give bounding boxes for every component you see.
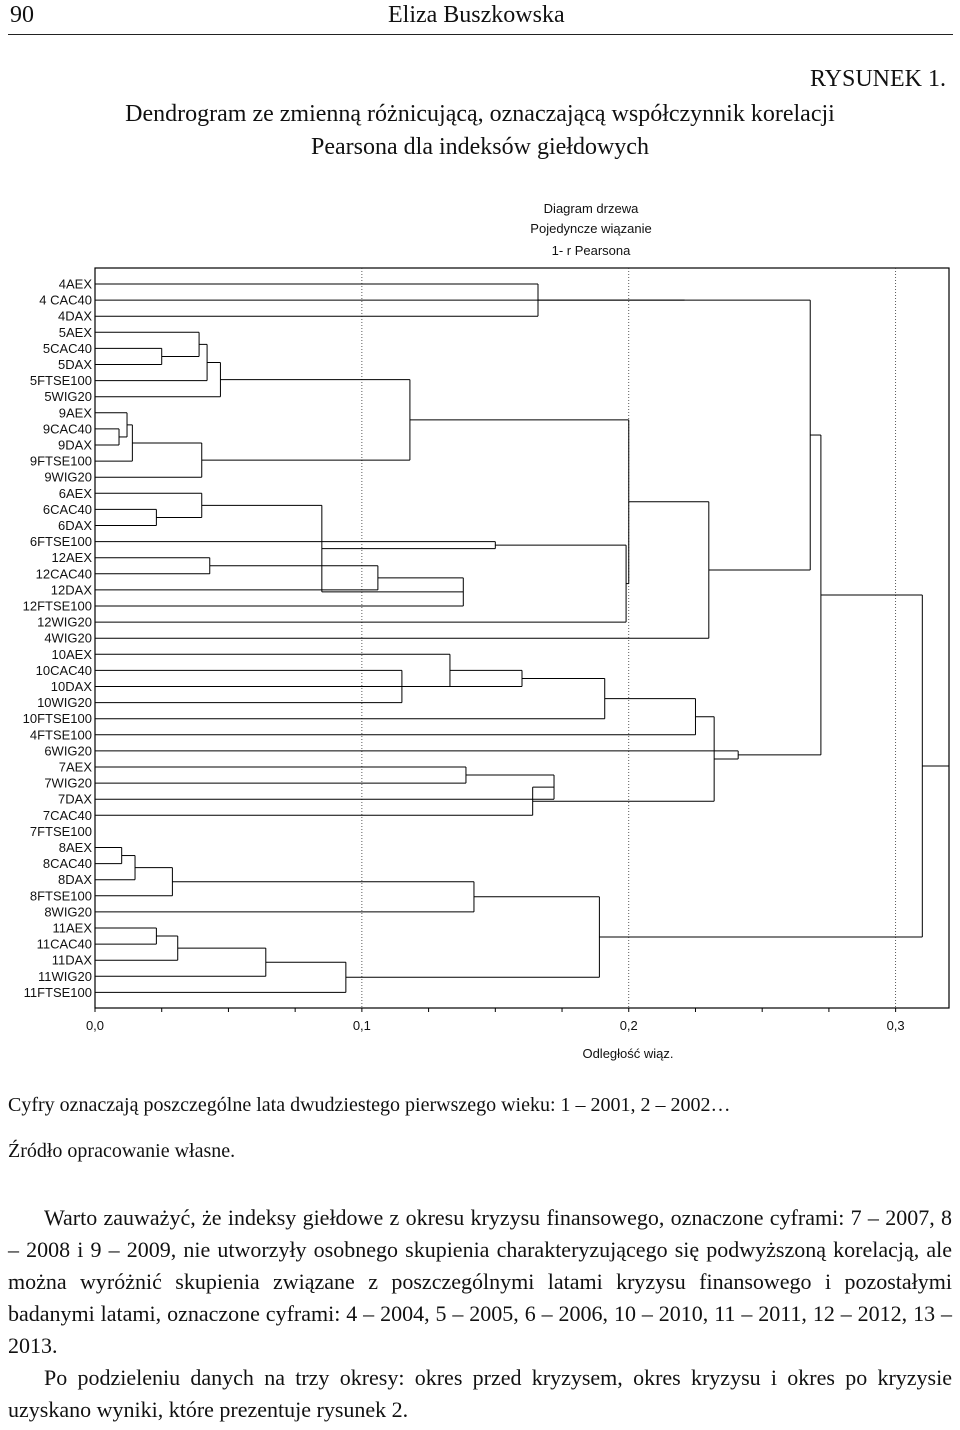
leaf-label: 10DAX: [51, 679, 93, 694]
leaf-label: 4 CAC40: [39, 293, 92, 308]
leaf-label: 12WIG20: [37, 615, 92, 630]
leaf-label: 10CAC40: [36, 663, 92, 678]
leaf-label: 8WIG20: [44, 904, 92, 919]
figure-title-line2: Pearsona dla indeksów giełdowych: [311, 134, 649, 160]
leaf-label: 8AEX: [59, 840, 93, 855]
page-author: Eliza Buszkowska: [388, 2, 565, 28]
paragraph-2: Po podzieleniu danych na trzy okresy: ok…: [8, 1365, 952, 1422]
leaf-label: 10WIG20: [37, 695, 92, 710]
page-number: 90: [10, 2, 34, 28]
leaf-label: 7WIG20: [44, 776, 92, 791]
leaf-label: 9WIG20: [44, 470, 92, 485]
leaf-label: 6CAC40: [43, 502, 92, 517]
leaf-label: 4WIG20: [44, 631, 92, 646]
page-header: 90 Eliza Buszkowska: [8, 0, 953, 35]
leaf-label: 7AEX: [59, 760, 93, 775]
leaf-label: 12DAX: [51, 582, 93, 597]
leaf-label: 11FTSE100: [24, 985, 92, 1000]
leaf-label: 11CAC40: [37, 937, 92, 952]
x-tick-label: 0,1: [353, 1018, 371, 1033]
x-tick-label: 0,2: [620, 1018, 638, 1033]
leaf-label: 6AEX: [59, 486, 93, 501]
figure-source: Źródło opracowanie własne.: [8, 1140, 236, 1162]
leaf-label: 9CAC40: [43, 421, 92, 436]
leaf-label: 11AEX: [52, 921, 92, 936]
figure-title-line1: Dendrogram ze zmienną różnicującą, oznac…: [125, 101, 835, 127]
figure-label: RYSUNEK 1.: [809, 66, 946, 92]
leaf-label: 9DAX: [58, 438, 92, 453]
leaf-label: 6FTSE100: [30, 534, 92, 549]
figure-note: Cyfry oznaczają poszczególne lata dwudzi…: [8, 1094, 731, 1116]
leaf-label: 10AEX: [52, 647, 93, 662]
leaf-label: 10FTSE100: [23, 711, 92, 726]
body-text: Warto zauważyć, że indeksy giełdowe z ok…: [8, 1202, 952, 1426]
x-tick-label: 0,3: [887, 1018, 905, 1033]
leaf-label: 7FTSE100: [30, 824, 92, 839]
leaf-label: 8CAC40: [43, 856, 92, 871]
chart-subtitle2: 1- r Pearsona: [552, 243, 632, 258]
leaf-label: 7CAC40: [43, 808, 92, 823]
x-axis-label: Odległość wiąz.: [582, 1046, 673, 1061]
leaf-label: 8FTSE100: [30, 888, 92, 903]
leaf-label: 11DAX: [52, 953, 93, 968]
paragraph-1: Warto zauważyć, że indeksy giełdowe z ok…: [8, 1205, 952, 1358]
chart-subtitle1: Pojedyncze wiązanie: [530, 221, 651, 236]
leaf-label: 5CAC40: [43, 341, 92, 356]
leaf-label: 12CAC40: [36, 566, 92, 581]
leaf-label: 12AEX: [52, 550, 93, 565]
leaf-label: 4AEX: [59, 277, 93, 292]
leaf-label: 4DAX: [58, 309, 92, 324]
chart-title: Diagram drzewa: [544, 201, 639, 216]
leaf-label: 12FTSE100: [23, 599, 92, 614]
leaf-label: 5FTSE100: [30, 373, 92, 388]
leaf-label: 5DAX: [58, 357, 92, 372]
leaf-label: 9FTSE100: [30, 454, 92, 469]
figure-title: Dendrogram ze zmienną różnicującą, oznac…: [0, 98, 960, 164]
leaf-label: 8DAX: [58, 872, 92, 887]
leaf-label: 5WIG20: [44, 389, 92, 404]
dendrogram-chart: Diagram drzewa Pojedyncze wiązanie 1- r …: [23, 201, 950, 1061]
x-tick-label: 0,0: [86, 1018, 104, 1033]
leaf-label: 6DAX: [58, 518, 92, 533]
leaf-label: 7DAX: [58, 792, 92, 807]
leaf-label: 4FTSE100: [30, 727, 92, 742]
leaf-label: 11WIG20: [38, 969, 92, 984]
leaf-label: 6WIG20: [44, 743, 92, 758]
dendrogram-figure: Diagram drzewa Pojedyncze wiązanie 1- r …: [6, 188, 954, 1070]
leaf-label: 5AEX: [59, 325, 93, 340]
leaf-label: 9AEX: [59, 405, 93, 420]
